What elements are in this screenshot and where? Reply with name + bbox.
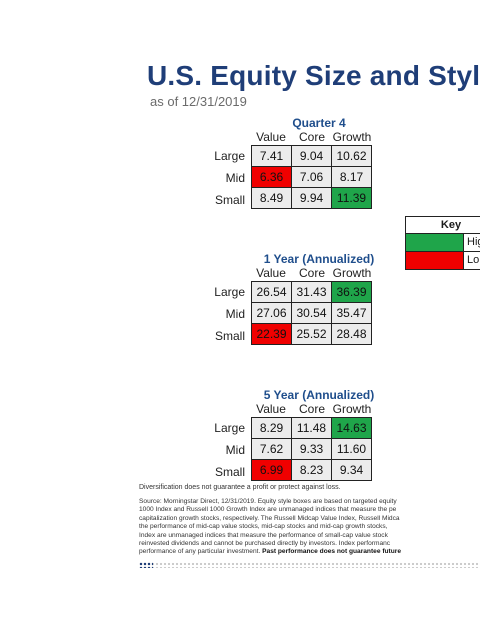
return-cell: 22.39 [251,323,292,345]
table-row: 8.29 11.48 14.63 [251,417,372,439]
source-line-last: performance of any particular investment… [139,548,480,556]
return-cell: 9.33 [291,438,332,460]
style-box-grid: 26.54 31.43 36.39 27.06 30.54 35.47 22.39 25.52… [251,281,372,345]
return-cell: 36.39 [331,281,372,303]
column-header: Growth [332,266,372,280]
column-header: Value [256,402,286,416]
table-row: 6.99 8.23 9.34 [251,459,372,481]
section-title: 5 Year (Annualized) [263,388,375,402]
table-row: 7.62 9.33 11.60 [251,438,372,460]
source-last-text: performance of any particular investment… [139,548,263,556]
return-cell: 7.41 [251,145,292,167]
key-label-low: Lo [467,254,480,266]
row-label: Large [214,421,245,435]
return-cell: 11.39 [331,187,372,209]
table-row: 22.39 25.52 28.48 [251,323,372,345]
source-line: Source: Morningstar Direct, 12/31/2019. … [139,498,397,505]
return-cell: 30.54 [291,302,332,324]
style-box-grid: 8.29 11.48 14.63 7.62 9.33 11.60 6.99 8.23 9.34 [251,417,372,481]
key-title: Key [406,217,480,234]
return-cell: 31.43 [291,281,332,303]
row-label: Small [214,465,245,479]
source-disclosure: Source: Morningstar Direct, 12/31/2019. … [139,498,480,557]
column-header: Core [298,130,325,144]
key-legend: Key Hig Lo [405,216,480,270]
return-cell: 11.60 [331,438,372,460]
return-cell: 27.06 [251,302,292,324]
row-label: Mid [225,307,245,321]
return-cell: 11.48 [291,417,332,439]
column-header: Growth [332,130,372,144]
row-label: Large [214,149,245,163]
return-cell: 26.54 [251,281,292,303]
return-cell: 25.52 [291,323,332,345]
source-line: 1000 Index and Russell 1000 Growth Index… [139,506,397,514]
key-swatch-low [406,252,464,269]
key-label-high: Hig [467,236,480,248]
return-cell: 28.48 [331,323,372,345]
table-row: 26.54 31.43 36.39 [251,281,372,303]
row-label: Mid [225,443,245,457]
page-title: U.S. Equity Size and Style [147,60,480,91]
return-cell: 9.34 [331,459,372,481]
table-row: 6.36 7.06 8.17 [251,166,372,188]
return-cell: 7.62 [251,438,292,460]
column-header: Growth [332,402,372,416]
source-line: capitalization growth stocks, respective… [139,514,400,522]
return-cell: 7.06 [291,166,332,188]
table-row: 8.49 9.94 11.39 [251,187,372,209]
section-title: 1 Year (Annualized) [263,252,375,266]
return-cell: 14.63 [331,417,372,439]
diversification-note: Diversification does not guarantee a pro… [139,484,341,491]
return-cell: 9.04 [291,145,332,167]
row-label: Large [214,285,245,299]
column-header: Core [298,266,325,280]
return-cell: 8.23 [291,459,332,481]
table-row: 27.06 30.54 35.47 [251,302,372,324]
key-swatch-high [406,234,464,251]
row-label: Small [214,329,245,343]
return-cell: 8.29 [251,417,292,439]
return-cell: 6.36 [251,166,292,188]
source-line: reinvested dividends and cannot be purch… [139,540,391,548]
column-header: Value [256,130,286,144]
column-header: Value [256,266,286,280]
past-performance-warning: Past performance does not guarantee futu… [262,548,402,556]
dotted-divider-accent [139,562,153,568]
return-cell: 35.47 [331,302,372,324]
row-label: Mid [225,171,245,185]
style-box-grid: 7.41 9.04 10.62 6.36 7.06 8.17 8.49 9.94 11.39 [251,145,372,209]
return-cell: 8.17 [331,166,372,188]
source-line: Index are unmanaged indices that measure… [139,531,388,539]
source-line: the performance of mid-cap value stocks,… [139,523,388,531]
return-cell: 10.62 [331,145,372,167]
key-item-high: Hig [406,234,480,252]
return-cell: 9.94 [291,187,332,209]
dotted-divider [139,562,480,568]
row-label: Small [214,193,245,207]
table-row: 7.41 9.04 10.62 [251,145,372,167]
return-cell: 8.49 [251,187,292,209]
column-header: Core [298,402,325,416]
as-of-date: as of 12/31/2019 [150,94,247,109]
key-item-low: Lo [406,252,480,269]
return-cell: 6.99 [251,459,292,481]
section-title: Quarter 4 [292,116,346,130]
